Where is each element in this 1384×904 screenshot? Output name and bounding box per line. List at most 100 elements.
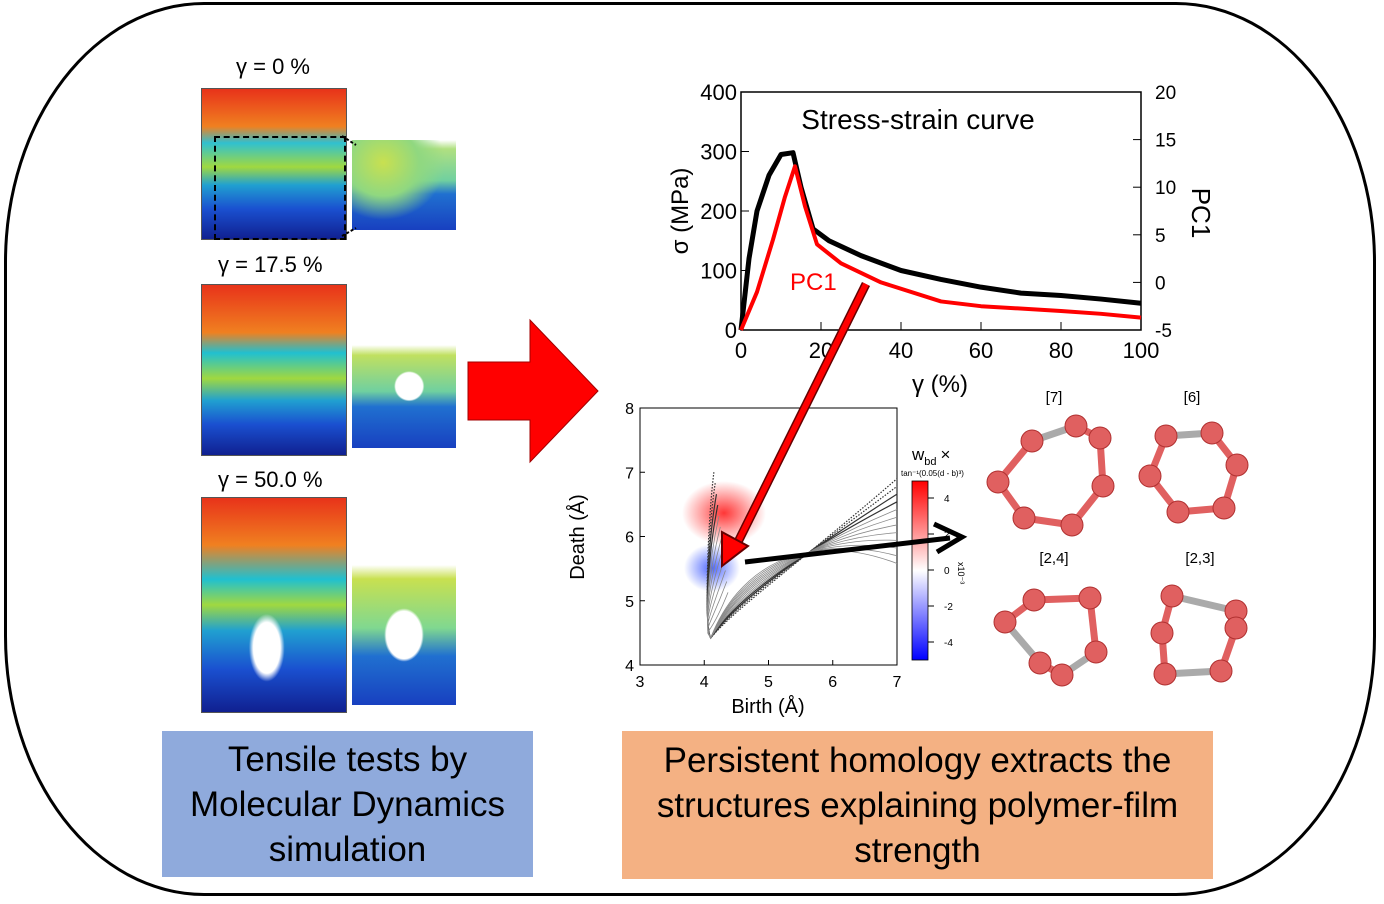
- pd-x-tick-label: 6: [828, 674, 837, 691]
- ring-atom: [1012, 506, 1036, 530]
- red-arrow-shaft: [732, 282, 869, 550]
- colorbar-tick-label: -2: [944, 602, 953, 613]
- stress-y-tick-label: 400: [700, 80, 737, 105]
- pd-y-tick-label: 8: [625, 401, 634, 418]
- simulation-zoom-strain-1: [352, 345, 456, 448]
- caption-left-line-3: simulation: [268, 829, 427, 869]
- stress-y2-label: PC1: [1186, 188, 1216, 239]
- stress-x-tick-label: 0: [735, 338, 747, 363]
- stress-y2-tick-label: 15: [1155, 131, 1176, 152]
- zoom-region-box: [214, 136, 346, 240]
- stress-x-tick-label: 60: [969, 338, 993, 363]
- pd-x-tick-label: 3: [636, 674, 645, 691]
- pd-contour: [707, 516, 898, 639]
- colorbar-multiplier: x10⁻³: [956, 562, 966, 584]
- ring-label-7: [7]: [1046, 389, 1063, 406]
- ring-atom: [986, 470, 1010, 494]
- sim-label-2: γ = 50.0 %: [218, 467, 323, 492]
- pd-contour: [707, 548, 898, 639]
- caption-left-line-2: Molecular Dynamics: [189, 784, 506, 824]
- ring-atom: [1154, 424, 1178, 448]
- stress-y-label: σ (MPa): [667, 168, 694, 255]
- stress-y2-tick-label: 20: [1155, 83, 1176, 104]
- ring-atom: [1209, 659, 1233, 683]
- ring-atom: [1060, 513, 1084, 537]
- pd-plot-frame: [639, 407, 898, 666]
- pd-contour: [707, 539, 898, 639]
- ring-atom: [993, 610, 1017, 634]
- ring-atom: [1088, 426, 1112, 450]
- pd-y-label: Death (Å): [566, 494, 589, 580]
- ring-atom: [1166, 500, 1190, 524]
- ring-label-2-3: [2,3]: [1185, 550, 1214, 567]
- ring-atom: [1064, 414, 1088, 438]
- caption-right-line-3: strength: [854, 830, 981, 870]
- pd-y-tick-label: 6: [625, 530, 634, 547]
- big-right-arrow-icon: [467, 318, 599, 464]
- zoom-connector-bottom: [341, 227, 357, 237]
- pd-contour: [707, 532, 898, 639]
- pd-x-tick-label: 7: [893, 674, 902, 691]
- stress-y2-tick-label: 0: [1155, 273, 1166, 294]
- ring-atom: [1150, 621, 1174, 645]
- ring-atom: [1091, 474, 1115, 498]
- colorbar: [911, 480, 929, 661]
- ring-atom: [1028, 651, 1052, 675]
- stress-strain-chart: Stress-strain curve γ (%) σ (MPa) PC1 PC…: [667, 80, 1216, 398]
- ring-atom: [1153, 662, 1177, 686]
- ring-structures: [986, 414, 1249, 687]
- stress-chart-title: Stress-strain curve: [801, 104, 1034, 135]
- simulation-box-strain-0: [201, 88, 347, 240]
- ring-atom: [1078, 586, 1102, 610]
- stress-line: [738, 150, 1142, 331]
- ring-atom: [1084, 640, 1108, 664]
- stress-y-tick-label: 200: [700, 199, 737, 224]
- colorbar-tick-label: 2: [944, 530, 950, 541]
- pd-y-tick-label: 7: [625, 465, 634, 482]
- pd-y-tick-label: 4: [625, 658, 634, 675]
- ring-atom: [1022, 588, 1046, 612]
- simulation-box-strain-2: [201, 497, 347, 713]
- simulation-box-strain-1: [201, 284, 347, 456]
- stress-y2-tick-label: -5: [1155, 321, 1172, 342]
- ring-atom: [1224, 616, 1248, 640]
- red-arrowhead-icon: [721, 530, 750, 569]
- stress-x-label: γ (%): [912, 371, 968, 398]
- stress-x-tick-label: 40: [889, 338, 913, 363]
- outer-frame: [4, 2, 1376, 896]
- stress-y-tick-label: 300: [700, 140, 737, 165]
- ring-atom: [1138, 464, 1162, 488]
- pd-contour: [707, 544, 898, 639]
- stress-x-tick-label: 100: [1123, 338, 1160, 363]
- caption-right-line-1: Persistent homology extracts the: [663, 740, 1172, 780]
- colorbar-title: wbd ×: [911, 445, 950, 468]
- ring-atom: [1212, 496, 1236, 520]
- stress-x-tick-label: 80: [1049, 338, 1073, 363]
- pc1-line: [739, 164, 1142, 331]
- caption-right-line-2: structures explaining polymer-film: [656, 785, 1179, 825]
- simulation-zoom-strain-2: [352, 565, 456, 705]
- colorbar-tick-label: 0: [944, 566, 950, 577]
- sim-label-0: γ = 0 %: [236, 54, 310, 79]
- colorbar-tick-label: -4: [944, 638, 953, 649]
- ring-atom: [1225, 453, 1249, 477]
- ring-label-6: [6]: [1184, 389, 1201, 406]
- caption-left: Tensile tests by Molecular Dynamics simula…: [162, 731, 533, 877]
- ring-label-2-4: [2,4]: [1039, 550, 1068, 567]
- ring-atom: [1160, 584, 1184, 608]
- caption-left-line-1: Tensile tests by: [227, 739, 468, 779]
- stress-y2-tick-label: 10: [1155, 178, 1176, 199]
- pd-x-tick-label: 5: [764, 674, 773, 691]
- pc1-series-label: PC1: [790, 269, 837, 296]
- pd-x-tick-label: 4: [700, 674, 709, 691]
- pd-y-tick-label: 5: [625, 594, 634, 611]
- ring-atom: [1050, 663, 1074, 687]
- pd-contour: [707, 524, 898, 639]
- caption-right: Persistent homology extracts the structur…: [622, 731, 1213, 879]
- pd-x-label: Birth (Å): [731, 695, 804, 718]
- black-arrow-shaft: [744, 535, 951, 565]
- pd-contour: [706, 472, 898, 640]
- colorbar-tick-label: 4: [944, 494, 950, 505]
- zoom-connector-top: [341, 135, 357, 146]
